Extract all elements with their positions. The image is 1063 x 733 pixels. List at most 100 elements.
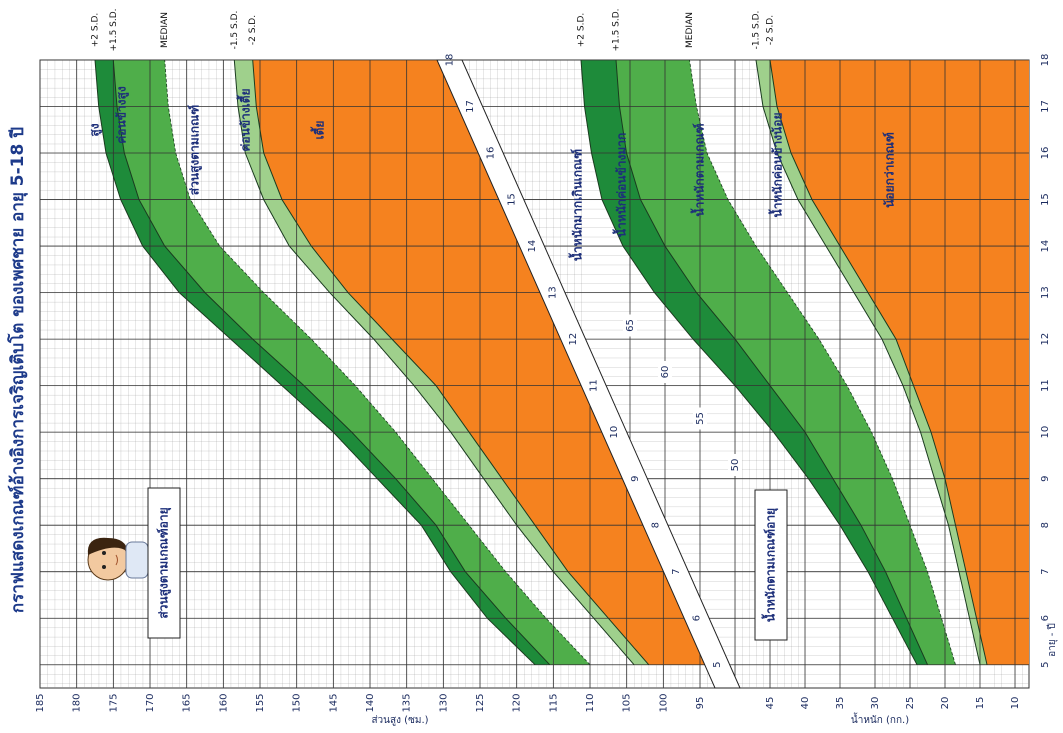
zone-label: น้ำหนักตามเกณฑ์ [690, 123, 707, 216]
legend-label: +1.5 S.D. [612, 8, 622, 51]
sd-line [769, 60, 988, 665]
x-tick-label: 11 [589, 379, 600, 392]
tick-label-bg [693, 407, 707, 430]
zone-label: น้ำหนักมากเกินเกณฑ์ [568, 149, 585, 261]
tick-label-bg [658, 361, 672, 383]
zone-band [581, 60, 928, 665]
zone-label: ค่อนข้างเตี้ย [236, 88, 253, 151]
legend-label: +1.5 S.D. [109, 8, 119, 51]
y-tick-label: 110 [585, 693, 596, 712]
divider-band [436, 59, 741, 689]
y-tick-label: 130 [438, 693, 449, 712]
y-tick-label: 150 [292, 693, 303, 712]
y-tick-label: 30 [870, 697, 881, 710]
y-tick-label: 160 [218, 693, 229, 712]
sd-line [615, 60, 928, 665]
x-tick-label: 8 [1040, 522, 1051, 528]
x-tick-label: 8 [650, 522, 661, 528]
y-tick-label: 145 [328, 693, 339, 712]
x-tick-label: 16 [486, 147, 497, 160]
y-tick-label: 120 [512, 693, 523, 712]
y-axis-label: น้ำหนัก (กก.) [851, 712, 909, 726]
y-tick-label: 65 [625, 319, 636, 332]
y-axis-label: ส่วนสูง (ซม.) [371, 715, 428, 726]
sd-line [252, 60, 650, 666]
zone-band [113, 60, 590, 665]
chart-title: กราฟแสดงเกณฑ์อ้างอิงการเจริญเติบโต ของเพ… [7, 127, 28, 613]
y-tick-label: 45 [765, 697, 776, 710]
y-tick-label: 135 [402, 693, 413, 712]
y-tick-label: 50 [730, 459, 741, 472]
y-tick-label: 115 [548, 693, 559, 712]
x-tick-label: 6 [692, 615, 703, 621]
x-axis-label: อายุ - ปี [1046, 623, 1058, 657]
y-tick-label: 140 [365, 693, 376, 712]
y-tick-label: 20 [940, 697, 951, 710]
x-tick-label: 17 [465, 100, 476, 113]
x-tick-label: 17 [1040, 100, 1051, 113]
x-tick-label: 14 [527, 240, 538, 253]
x-tick-label: 12 [568, 333, 579, 346]
y-tick-label: 105 [622, 693, 633, 712]
x-tick-label: 15 [506, 193, 517, 206]
y-tick-label: 95 [695, 697, 706, 710]
y-tick-label: 15 [975, 697, 986, 710]
y-tick-label: 180 [72, 693, 83, 712]
x-tick-label: 13 [547, 286, 558, 299]
zone-band [616, 60, 956, 665]
x-tick-label: 11 [1040, 379, 1051, 392]
zone-label: สูง [88, 123, 103, 136]
zone-label: น้ำหนักค่อนข้างน้อย [768, 113, 785, 218]
x-tick-label: 5 [1040, 662, 1051, 668]
x-tick-label: 9 [630, 475, 641, 481]
x-tick-label: 16 [1040, 147, 1051, 160]
y-tick-label: 100 [658, 693, 669, 712]
legend-label: -1.5 S.D. [752, 11, 762, 50]
x-tick-label: 14 [1040, 240, 1051, 253]
y-tick-label: 25 [905, 697, 916, 710]
subtitle-box [754, 489, 788, 641]
x-tick-label: 18 [1040, 54, 1051, 67]
subtitle-box [147, 487, 181, 639]
x-tick-label: 9 [1040, 475, 1051, 481]
y-tick-label: 40 [800, 697, 811, 710]
x-tick-label: 12 [1040, 333, 1051, 346]
legend-label: -2 S.D. [248, 15, 258, 45]
y-tick-label: 155 [255, 693, 266, 712]
tick-label-bg [728, 454, 742, 476]
zone-label: เตี้ย [310, 121, 327, 140]
x-tick-label: 5 [712, 662, 723, 668]
y-tick-label: 165 [182, 693, 193, 712]
tick-label-bg [623, 314, 637, 337]
legend-label: -1.5 S.D. [230, 11, 240, 50]
y-tick-label: 35 [835, 697, 846, 710]
y-tick-label: 125 [475, 693, 486, 712]
x-tick-label: 18 [445, 54, 456, 67]
legend-label: MEDIAN [685, 12, 695, 48]
legend-label: -2 S.D. [766, 15, 776, 45]
x-tick-label: 10 [1040, 426, 1051, 439]
x-tick-label: 6 [1040, 615, 1051, 621]
zone-label: ส่วนสูงตามเกณฑ์ [188, 105, 203, 195]
sd-line [164, 60, 591, 665]
subtitle: น้ำหนักตามเกณฑ์อายุ [761, 508, 779, 622]
labels: 9510010511011512012513013514014515015516… [35, 8, 1051, 712]
zone-label: น้อยกว่าเกณฑ์ [883, 132, 897, 208]
subtitle: ส่วนสูงตามเกณฑ์อายุ [157, 507, 172, 618]
y-tick-label: 10 [1010, 697, 1021, 710]
x-tick-label: 7 [671, 569, 682, 575]
sd-line [94, 60, 536, 666]
x-tick-label: 10 [609, 426, 620, 439]
child-illustration [87, 537, 149, 581]
y-tick-label: 60 [660, 366, 671, 379]
y-tick-label: 185 [35, 693, 46, 712]
x-tick-label: 7 [1040, 569, 1051, 575]
sd-line [689, 60, 956, 665]
sd-line [755, 60, 981, 665]
legend-label: +2 S.D. [577, 13, 587, 48]
sd-line [233, 60, 635, 666]
x-tick-label: 13 [1040, 286, 1051, 299]
zone-label: ค่อนข้างสูง [115, 86, 130, 144]
y-tick-label: 170 [145, 693, 156, 712]
